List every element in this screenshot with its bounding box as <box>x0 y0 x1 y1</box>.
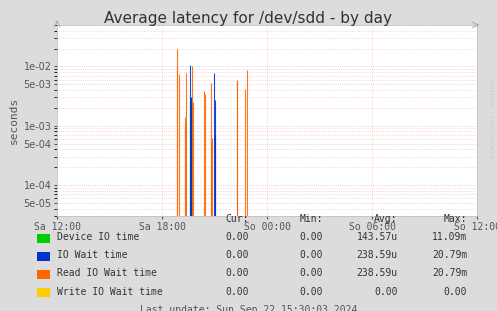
Text: Average latency for /dev/sdd - by day: Average latency for /dev/sdd - by day <box>104 11 393 26</box>
Text: 0.00: 0.00 <box>225 286 248 296</box>
Text: Min:: Min: <box>300 214 323 224</box>
Text: 0.00: 0.00 <box>225 232 248 242</box>
Text: Max:: Max: <box>444 214 467 224</box>
Text: 238.59u: 238.59u <box>356 268 398 278</box>
Text: 238.59u: 238.59u <box>356 250 398 260</box>
Text: 0.00: 0.00 <box>300 286 323 296</box>
Text: Last update: Sun Sep 22 15:30:03 2024: Last update: Sun Sep 22 15:30:03 2024 <box>140 304 357 311</box>
Text: Cur:: Cur: <box>225 214 248 224</box>
Text: 0.00: 0.00 <box>225 250 248 260</box>
Text: 0.00: 0.00 <box>444 286 467 296</box>
Text: 0.00: 0.00 <box>300 250 323 260</box>
Text: 11.09m: 11.09m <box>432 232 467 242</box>
Text: 20.79m: 20.79m <box>432 268 467 278</box>
Text: Write IO Wait time: Write IO Wait time <box>57 286 163 296</box>
Y-axis label: seconds: seconds <box>9 97 19 144</box>
Text: 143.57u: 143.57u <box>356 232 398 242</box>
Text: IO Wait time: IO Wait time <box>57 250 128 260</box>
Text: Read IO Wait time: Read IO Wait time <box>57 268 157 278</box>
Text: 20.79m: 20.79m <box>432 250 467 260</box>
Text: 0.00: 0.00 <box>225 268 248 278</box>
Text: Avg:: Avg: <box>374 214 398 224</box>
Text: RRDTOOL / TOBI OETIKER: RRDTOOL / TOBI OETIKER <box>489 78 494 159</box>
Text: Device IO time: Device IO time <box>57 232 139 242</box>
Text: 0.00: 0.00 <box>300 232 323 242</box>
Text: 0.00: 0.00 <box>300 268 323 278</box>
Text: 0.00: 0.00 <box>374 286 398 296</box>
